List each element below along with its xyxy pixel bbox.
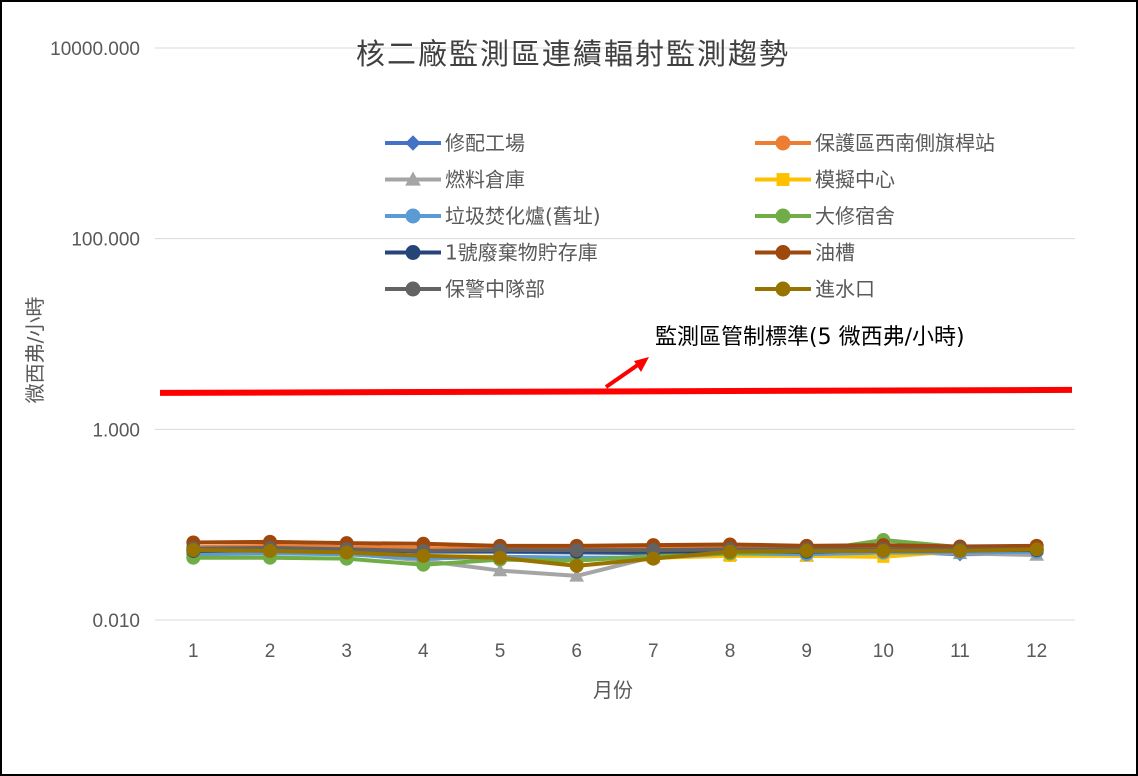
annotation-arrow — [604, 360, 644, 389]
legend-label: 保警中隊部 — [445, 277, 545, 301]
x-tick-label: 3 — [341, 641, 352, 662]
data-point — [493, 550, 507, 565]
data-point — [492, 563, 508, 577]
data-point — [569, 568, 585, 582]
legend-item: 修配工場 — [385, 131, 525, 155]
x-tick-label: 10 — [873, 641, 894, 662]
legend-swatch-marker — [775, 245, 791, 260]
x-tick-label: 11 — [950, 641, 970, 662]
reference-line-label: 監測區管制標準(5 微西弗/小時) — [655, 325, 965, 350]
x-tick-label: 4 — [418, 641, 429, 662]
legend-label: 燃料倉庫 — [445, 168, 525, 192]
data-point — [876, 543, 891, 558]
data-point — [416, 548, 431, 563]
legend-label: 保護區西南側旗桿站 — [815, 131, 995, 155]
data-point — [723, 544, 737, 559]
data-point — [953, 543, 967, 558]
x-tick-label: 9 — [801, 641, 812, 662]
legend-item: 油槽 — [755, 241, 855, 265]
data-point — [263, 543, 277, 558]
legend-swatch-marker — [775, 281, 791, 297]
legend-item: 1號廢棄物貯存庫 — [385, 241, 598, 265]
legend-label: 1號廢棄物貯存庫 — [445, 241, 598, 265]
chart-title: 核二廠監測區連續輻射監測趨勢 — [356, 37, 790, 71]
y-tick-label: 1.000 — [92, 420, 140, 441]
legend-label: 油槽 — [815, 241, 855, 265]
y-tick-label: 100.000 — [71, 230, 140, 251]
legend-label: 垃圾焚化爐(舊址) — [445, 204, 601, 228]
x-tick-labels: 1 2 3 4 5 6 7 8 9 10 11 12 — [188, 641, 1047, 662]
x-axis-label: 月份 — [593, 678, 633, 702]
legend-label: 進水口 — [815, 277, 875, 301]
legend-swatch-marker — [775, 208, 791, 224]
x-tick-label: 6 — [571, 641, 582, 662]
legend-swatch-marker — [775, 135, 791, 151]
data-point — [799, 543, 814, 558]
series-line — [193, 547, 1037, 568]
legend-swatch-marker — [405, 281, 421, 297]
data-point — [646, 551, 661, 566]
legend-swatch-marker — [405, 245, 421, 260]
legend-item: 模擬中心 — [755, 168, 895, 192]
legend-item: 大修宿舍 — [755, 204, 895, 228]
legend-item: 燃料倉庫 — [385, 168, 525, 192]
legend-swatch-marker — [405, 171, 421, 186]
annotation-arrow-head — [634, 357, 649, 372]
data-point — [1029, 542, 1044, 557]
series-line — [193, 539, 1037, 549]
legend-item: 垃圾焚化爐(舊址) — [385, 204, 601, 228]
reference-line-group: 監測區管制標準(5 微西弗/小時) — [159, 325, 1073, 396]
reference-line — [159, 386, 1073, 396]
legend-item: 進水口 — [755, 277, 875, 301]
x-tick-label: 8 — [725, 641, 736, 662]
data-point — [569, 543, 584, 558]
y-tick-labels: 0.010 1.000 100.000 10000.000 — [50, 39, 140, 632]
series — [186, 542, 1044, 573]
legend-item: 保護區西南側旗桿站 — [755, 131, 995, 155]
data-point — [186, 543, 201, 558]
legend-swatch-marker — [405, 208, 421, 224]
x-tick-label: 1 — [188, 641, 199, 662]
series-line — [193, 538, 1037, 567]
legend-label: 修配工場 — [445, 131, 525, 155]
legend-label: 大修宿舍 — [815, 204, 895, 228]
gridlines — [155, 47, 1075, 621]
x-tick-label: 7 — [648, 641, 659, 662]
legend-swatch-marker — [776, 173, 790, 186]
y-axis-label: 微西弗/小時 — [23, 297, 47, 404]
series-group — [185, 533, 1045, 582]
y-tick-label: 10000.000 — [50, 39, 140, 60]
x-tick-label: 5 — [495, 641, 506, 662]
legend-label: 模擬中心 — [815, 168, 895, 192]
x-tick-label: 2 — [265, 641, 276, 662]
data-point — [339, 545, 354, 560]
x-tick-label: 12 — [1026, 641, 1047, 662]
legend-swatch-marker — [405, 135, 421, 151]
y-tick-label: 0.010 — [92, 611, 140, 632]
legend-item: 保警中隊部 — [385, 277, 545, 301]
data-point — [569, 558, 584, 573]
